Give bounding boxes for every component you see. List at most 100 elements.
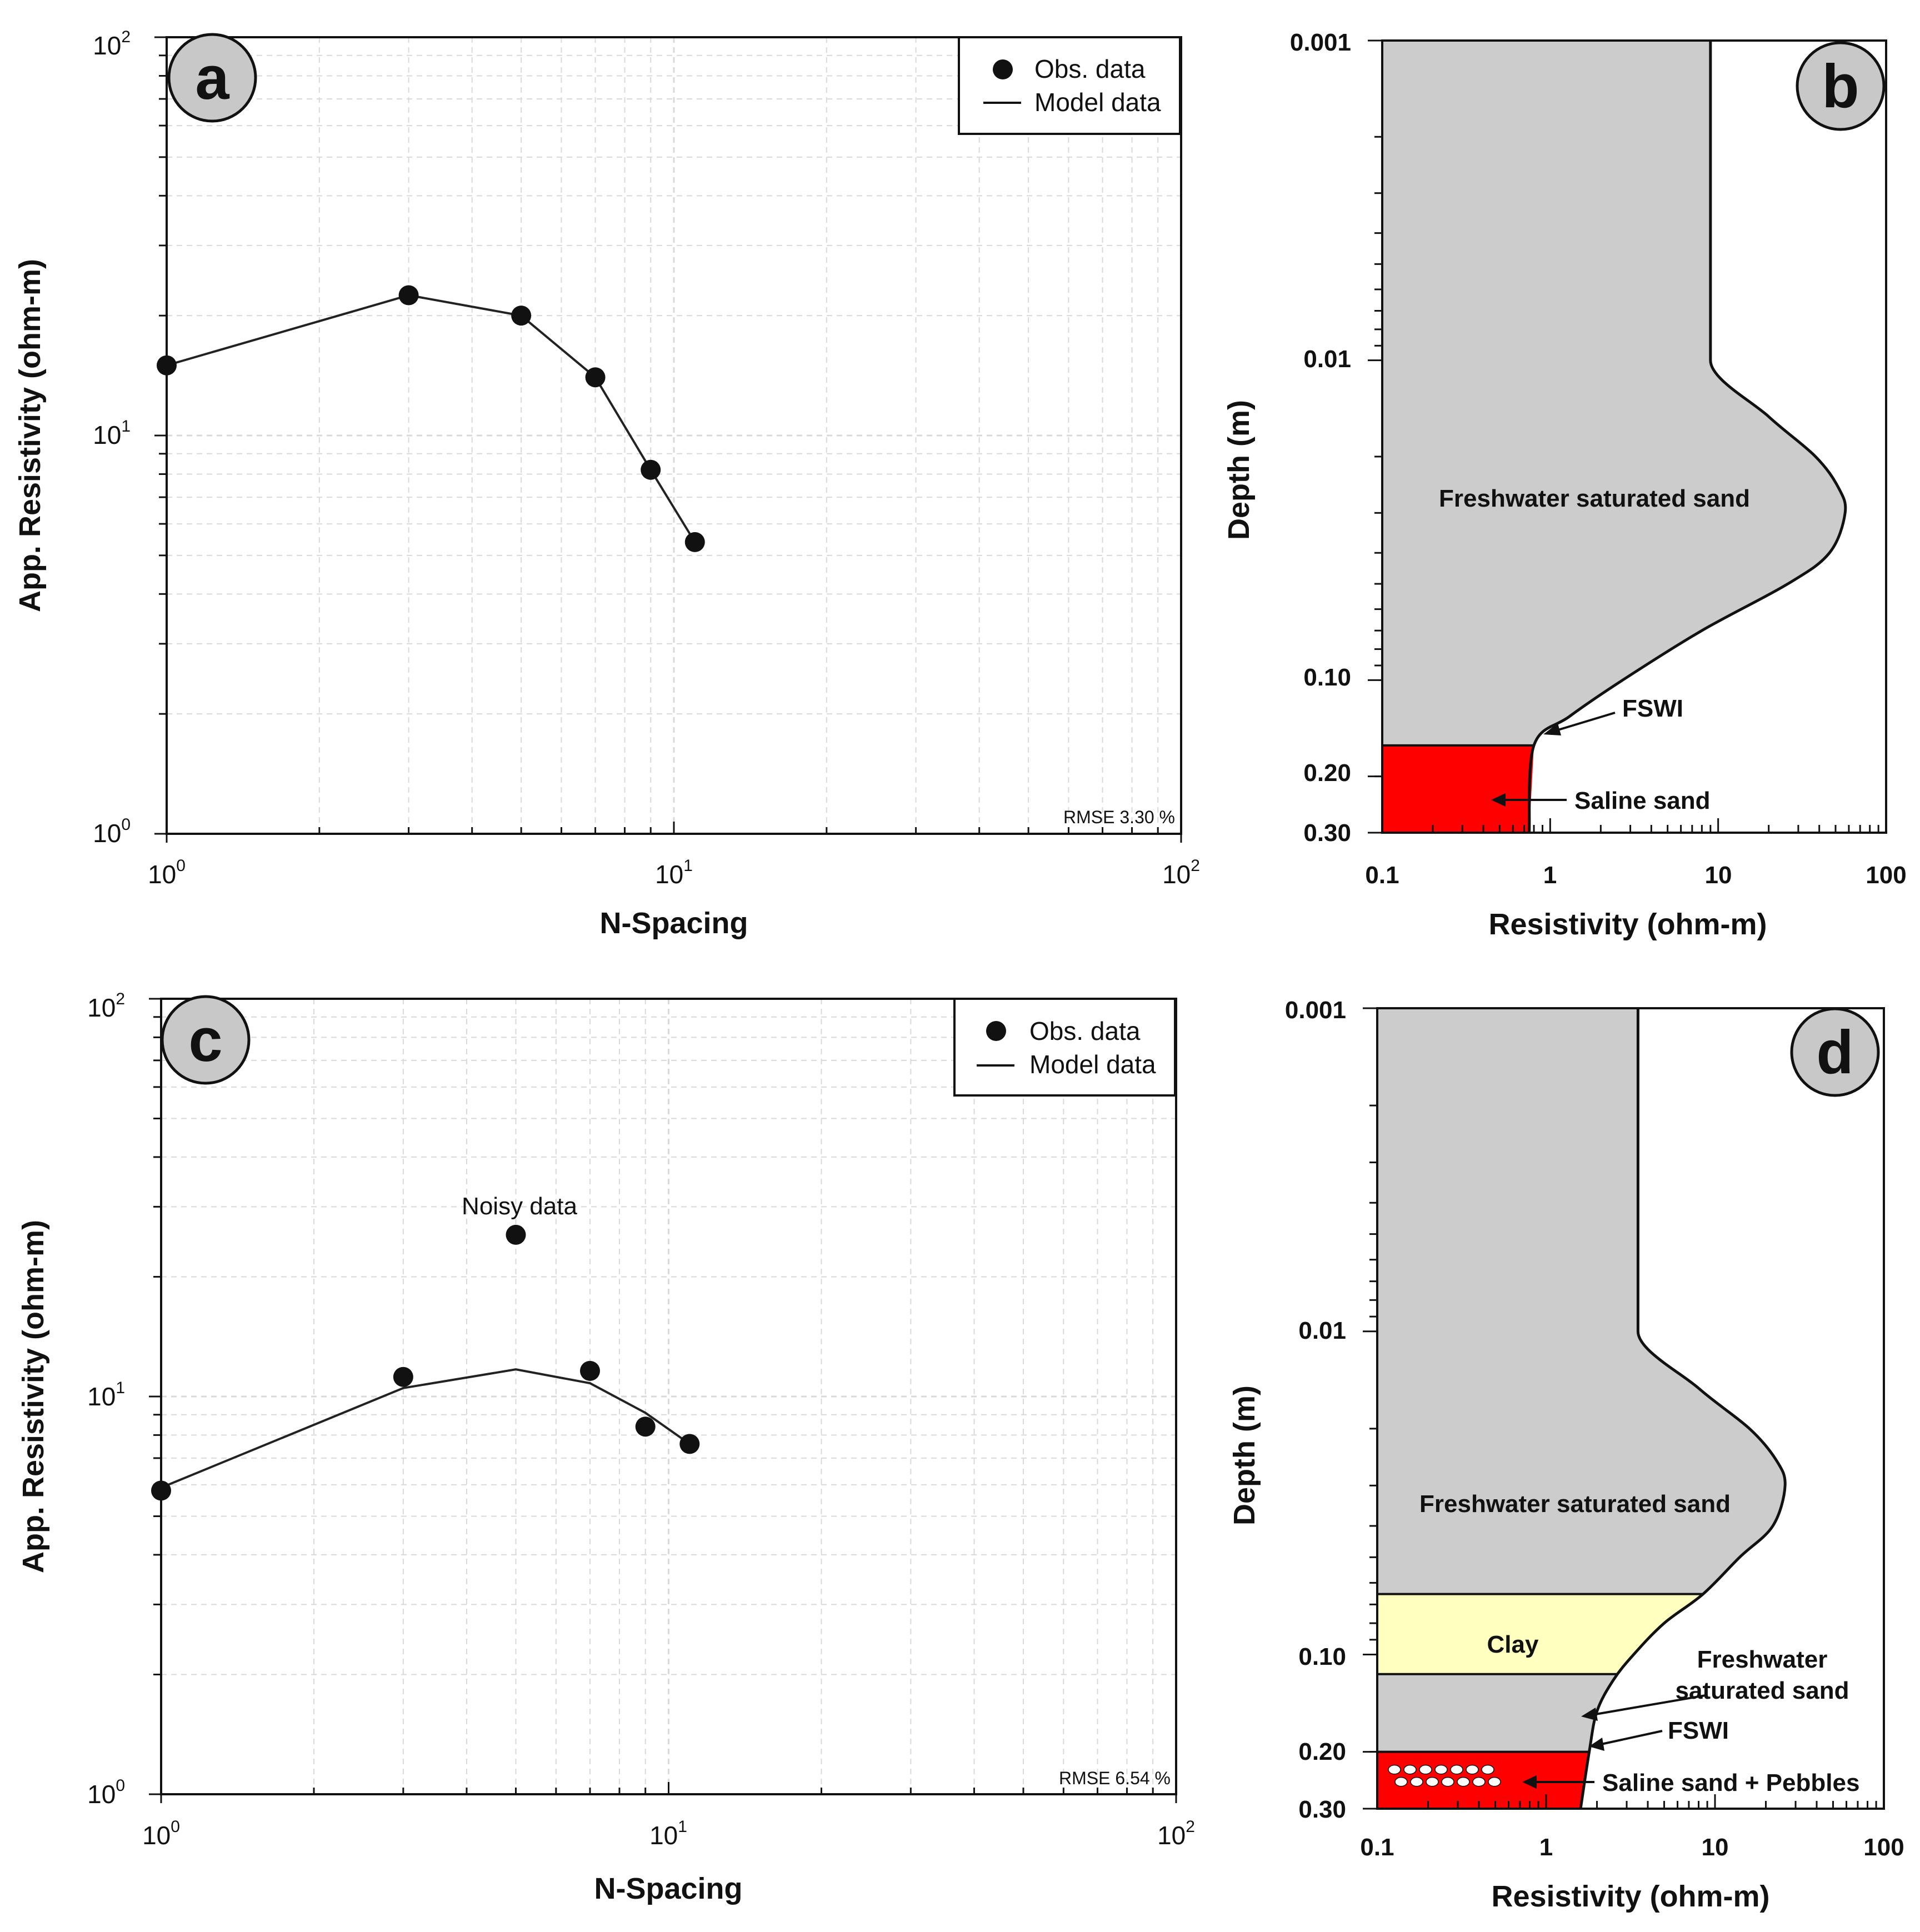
freshwater2-label-line2-d: saturated sand bbox=[1676, 1677, 1849, 1704]
obs-point bbox=[511, 306, 532, 326]
pebble bbox=[1419, 1764, 1432, 1775]
x-tick-label-d-1: 1 bbox=[1539, 1834, 1553, 1861]
y-tick-label-b-1: 0.01 bbox=[1303, 346, 1351, 373]
pebble bbox=[1472, 1776, 1486, 1787]
obs-point bbox=[151, 1480, 171, 1501]
y-axis-title-d: Depth (m) bbox=[1228, 1385, 1261, 1525]
layer-label-freshwater-b: Freshwater saturated sand bbox=[1439, 485, 1750, 512]
y-tick-label-b-3: 0.20 bbox=[1303, 759, 1351, 787]
y-axis-title-c: App. Resistivity (ohm-m) bbox=[17, 1220, 50, 1573]
obs-point bbox=[641, 459, 661, 480]
pebble bbox=[1403, 1764, 1417, 1775]
x-tick-label-b-3: 100 bbox=[1866, 862, 1906, 889]
obs-point bbox=[506, 1224, 526, 1245]
x-tick-label-b-0: 0.1 bbox=[1365, 862, 1399, 889]
saline-annotation-d: Saline sand + Pebbles bbox=[1522, 1769, 1859, 1796]
freshwater2-label-line1-d: Freshwater bbox=[1697, 1646, 1828, 1673]
pebble bbox=[1481, 1764, 1494, 1775]
x-tick-label-a-2: 102 bbox=[1162, 857, 1200, 889]
layer-label-clay-d: Clay bbox=[1487, 1631, 1539, 1658]
fswi-annotation-b: FSWI bbox=[1543, 695, 1683, 735]
panel-c: 100 101 102 100 101 102 N-Spacing App. R… bbox=[17, 990, 1195, 1905]
pebble bbox=[1426, 1776, 1439, 1787]
fswi-arrow-head-d bbox=[1589, 1738, 1604, 1751]
layer-label-freshwater-d: Freshwater saturated sand bbox=[1419, 1490, 1731, 1518]
x-tick-label-b-1: 1 bbox=[1543, 862, 1557, 889]
ticks-c bbox=[149, 998, 1177, 1803]
obs-points-a bbox=[157, 285, 705, 552]
legend-a: Obs. data Model data bbox=[958, 36, 1181, 135]
panel-badge-circle-b bbox=[1796, 41, 1886, 131]
panel-letter-a: a bbox=[195, 44, 229, 112]
legend-label-model-c: Model data bbox=[1029, 1050, 1156, 1079]
layer-freshwater-sand-b bbox=[1382, 41, 1846, 833]
ticks-d bbox=[1363, 1007, 1877, 1810]
pebble bbox=[1434, 1764, 1448, 1775]
panel-a: 100 101 102 100 101 102 N-Spacing App. R… bbox=[13, 28, 1200, 940]
obs-point bbox=[684, 532, 705, 552]
x-axis-title-a: N-Spacing bbox=[599, 907, 748, 940]
y-tick-label-a-2: 102 bbox=[93, 28, 131, 60]
obs-points-c bbox=[151, 1224, 700, 1501]
obs-point bbox=[579, 1360, 600, 1381]
pebble bbox=[1394, 1776, 1408, 1787]
saline-arrow-head-b bbox=[1491, 793, 1506, 807]
resistivity-profile-d bbox=[1579, 1008, 1787, 1809]
pebble bbox=[1466, 1764, 1479, 1775]
pebble bbox=[1488, 1776, 1501, 1787]
pebble bbox=[1441, 1776, 1454, 1787]
plot-frame-b bbox=[1381, 39, 1887, 834]
layer-clay-d bbox=[1377, 1594, 1703, 1674]
y-tick-label-d-1: 0.01 bbox=[1298, 1317, 1346, 1344]
x-tick-label-d-0: 0.1 bbox=[1360, 1834, 1394, 1861]
x-axis-title-d: Resistivity (ohm-m) bbox=[1491, 1880, 1769, 1913]
fswi-label-d: FSWI bbox=[1668, 1717, 1729, 1744]
resistivity-profile-b bbox=[1528, 41, 1847, 833]
freshwater2-arrow-head-d bbox=[1581, 1708, 1598, 1721]
y-tick-label-b-0: 0.001 bbox=[1290, 29, 1351, 56]
panel-letter-d: d bbox=[1816, 1018, 1853, 1087]
plot-frame-d bbox=[1376, 1007, 1885, 1810]
layer-boundaries-d bbox=[1377, 1593, 1703, 1753]
panel-badge-circle-a bbox=[167, 33, 257, 123]
ticks-b bbox=[1368, 39, 1879, 834]
obs-point bbox=[157, 355, 177, 376]
freshwater2-annotation-d: Freshwater saturated sand bbox=[1581, 1646, 1849, 1721]
fswi-arrow-head-b bbox=[1543, 723, 1561, 735]
rmse-label-a: RMSE 3.30 % bbox=[1063, 807, 1175, 827]
y-tick-label-d-4: 0.30 bbox=[1298, 1796, 1346, 1823]
layer-saline-sand-b bbox=[1382, 745, 1534, 833]
y-tick-label-c-0: 100 bbox=[87, 1776, 125, 1809]
pebbles-d bbox=[1388, 1764, 1501, 1787]
x-tick-label-b-2: 10 bbox=[1705, 862, 1732, 889]
panel-badge-circle-d bbox=[1790, 1007, 1880, 1097]
x-tick-label-a-0: 100 bbox=[148, 857, 186, 889]
x-tick-label-a-1: 101 bbox=[655, 857, 693, 889]
panel-badge-a: a bbox=[167, 33, 257, 123]
y-tick-label-d-0: 0.001 bbox=[1285, 997, 1346, 1024]
x-tick-label-d-2: 10 bbox=[1702, 1834, 1729, 1861]
freshwater2-arrow-line-d bbox=[1595, 1694, 1706, 1715]
panel-letter-b: b bbox=[1822, 52, 1859, 121]
model-line-a bbox=[166, 294, 696, 543]
y-tick-label-d-3: 0.20 bbox=[1298, 1738, 1346, 1765]
panel-badge-d: d bbox=[1790, 1007, 1880, 1097]
y-tick-label-a-0: 100 bbox=[93, 815, 131, 848]
fswi-arrow-line-b bbox=[1554, 712, 1616, 732]
y-tick-label-d-2: 0.10 bbox=[1298, 1643, 1346, 1670]
y-axis-title-b: Depth (m) bbox=[1222, 400, 1256, 540]
legend-label-obs-a: Obs. data bbox=[1034, 54, 1146, 83]
panel-d: 0.1 1 10 100 0.001 0.01 0.10 0.20 0.30 R… bbox=[1228, 997, 1904, 1913]
x-axis-title-c: N-Spacing bbox=[594, 1872, 742, 1905]
x-tick-label-c-1: 101 bbox=[649, 1818, 687, 1850]
obs-point bbox=[635, 1417, 656, 1437]
y-tick-label-b-2: 0.10 bbox=[1303, 664, 1351, 691]
fswi-arrow-line-d bbox=[1601, 1730, 1663, 1745]
saline-label-b: Saline sand bbox=[1574, 787, 1711, 814]
legend-label-model-a: Model data bbox=[1034, 88, 1161, 117]
saline-annotation-b: Saline sand bbox=[1491, 787, 1711, 814]
panel-badge-b: b bbox=[1796, 41, 1886, 131]
y-tick-label-a-1: 101 bbox=[93, 417, 131, 449]
pebble bbox=[1388, 1764, 1401, 1775]
